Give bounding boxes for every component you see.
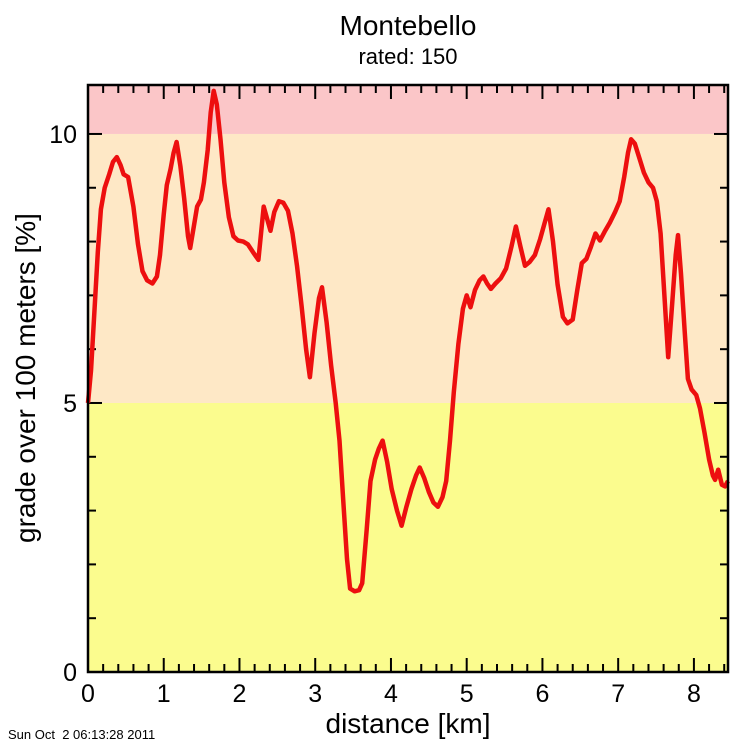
chart-title: Montebello xyxy=(339,10,477,41)
y-tick-labels: 0 5 10 xyxy=(49,121,77,687)
y-tick-label: 0 xyxy=(63,659,77,687)
x-tick-label: 8 xyxy=(687,680,701,708)
x-tick-label: 4 xyxy=(384,680,398,708)
series-grade xyxy=(85,88,730,594)
x-tick-label: 6 xyxy=(535,680,549,708)
y-tick-label: 5 xyxy=(63,390,77,418)
x-tick-label: 0 xyxy=(81,680,95,708)
band-0-5-percent xyxy=(88,402,728,672)
x-tick-label: 7 xyxy=(611,680,625,708)
y-tick-label: 10 xyxy=(49,121,77,149)
plot-border xyxy=(86,83,730,674)
y-axis-label: grade over 100 meters [%] xyxy=(10,213,41,543)
x-tick-label: 3 xyxy=(308,680,322,708)
x-tick-label: 1 xyxy=(157,680,171,708)
grade-zone-bands xyxy=(88,85,728,672)
band-5-10-percent xyxy=(88,133,728,403)
chart-subtitle: rated: 150 xyxy=(358,44,458,69)
x-tick-label: 5 xyxy=(460,680,474,708)
plot-timestamp: Sun Oct 2 06:13:28 2011 xyxy=(8,727,156,742)
x-axis-label: distance [km] xyxy=(325,708,491,739)
grade-line-series xyxy=(85,88,730,594)
x-tick-label: 2 xyxy=(233,680,247,708)
band-over-10-percent xyxy=(88,85,728,134)
x-tick-labels: 0 1 2 3 4 5 6 7 8 xyxy=(81,680,701,708)
